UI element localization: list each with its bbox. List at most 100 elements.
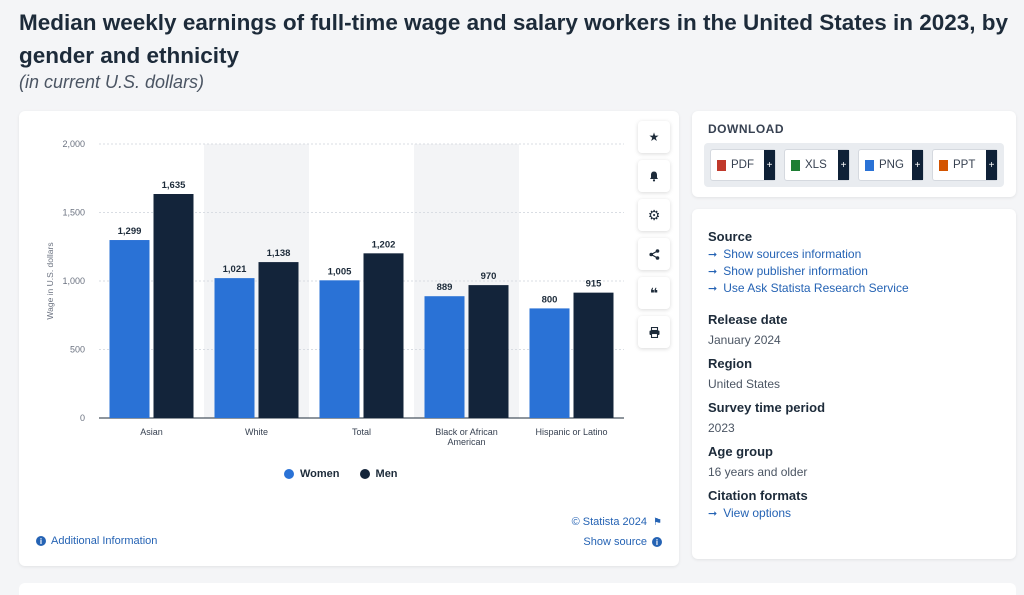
plus-icon: +: [764, 150, 775, 180]
research-service-link[interactable]: ➞ Use Ask Statista Research Service: [708, 281, 1000, 295]
bar-men: [468, 285, 509, 418]
show-publisher-link[interactable]: ➞ Show publisher information: [708, 264, 1000, 278]
chart-legend: Women Men: [284, 468, 398, 480]
print-icon: [649, 326, 659, 338]
bar-women: [319, 280, 360, 418]
download-pdf-button[interactable]: PDF +: [710, 149, 776, 181]
download-pdf-label: PDF: [731, 159, 754, 171]
x-tick-label: American: [447, 437, 485, 447]
y-tick-label: 500: [70, 345, 85, 355]
copyright-link[interactable]: © Statista 2024 ⚑: [572, 516, 662, 528]
x-tick-label: Asian: [140, 427, 163, 437]
citation-formats-heading: Citation formats: [708, 488, 808, 503]
settings-button[interactable]: ⚙: [638, 199, 670, 231]
data-label: 1,138: [267, 248, 291, 259]
plus-icon: +: [912, 150, 923, 180]
data-label: 1,021: [223, 264, 247, 275]
show-source-link[interactable]: Show source i: [583, 536, 662, 548]
download-ppt-button[interactable]: PPT +: [932, 149, 998, 181]
release-date-heading: Release date: [708, 312, 788, 327]
region-heading: Region: [708, 356, 753, 371]
share-button[interactable]: [638, 238, 670, 270]
legend-item-women[interactable]: Women: [284, 468, 340, 480]
legend-swatch-men: [359, 469, 370, 479]
chart-card: 0 500 1,000 1,500 2,000 Wage in U.S. dollars 1…: [19, 111, 679, 566]
download-title: DOWNLOAD: [708, 122, 784, 136]
survey-period-value: 2023: [708, 421, 735, 435]
data-label: 915: [586, 279, 603, 290]
next-section-card: [19, 583, 1016, 595]
star-icon: ★: [648, 130, 660, 144]
data-label: 1,005: [328, 266, 352, 277]
ppt-file-icon: [939, 159, 948, 171]
data-label: 1,202: [372, 239, 396, 250]
download-png-button[interactable]: PNG +: [858, 149, 924, 181]
download-png-label: PNG: [879, 159, 904, 171]
bar-women: [424, 296, 465, 418]
data-label: 889: [437, 282, 453, 293]
xls-file-icon: [791, 159, 800, 171]
bar-men: [573, 292, 614, 418]
survey-period-heading: Survey time period: [708, 400, 826, 415]
data-label: 970: [481, 271, 497, 282]
data-label: 1,299: [118, 226, 142, 237]
y-tick-label: 0: [80, 413, 85, 423]
download-xls-label-group: XLS: [791, 159, 827, 171]
cite-button[interactable]: ❝: [638, 277, 670, 309]
x-tick-label: Hispanic or Latino: [535, 427, 607, 437]
notification-button[interactable]: [638, 160, 670, 192]
bar-men: [153, 194, 194, 418]
bar-women: [214, 278, 255, 418]
source-heading: Source: [708, 229, 753, 244]
additional-info-link[interactable]: i Additional Information: [36, 535, 157, 547]
view-options-link[interactable]: ➞ View options: [708, 506, 1000, 520]
age-group-heading: Age group: [708, 444, 773, 459]
x-tick-label: Black or African: [435, 427, 498, 437]
download-ppt-label: PPT: [953, 159, 976, 171]
legend-item-men[interactable]: Men: [359, 468, 398, 480]
y-tick-label: 1,500: [62, 208, 85, 218]
release-date-value: January 2024: [708, 333, 781, 347]
y-tick-label: 2,000: [62, 139, 85, 149]
download-xls-label: XLS: [805, 159, 827, 171]
bar-chart: 0 500 1,000 1,500 2,000 Wage in U.S. dollars 1…: [45, 139, 624, 447]
view-options-label: View options: [723, 506, 792, 520]
copyright-text: © Statista 2024: [571, 516, 647, 528]
show-sources-label: Show sources information: [723, 247, 862, 261]
page-title: Median weekly earnings of full-time wage…: [19, 10, 1009, 68]
x-tick-label: White: [245, 427, 268, 437]
metadata-panel: Source ➞ Show sources information ➞ Show p…: [692, 209, 1016, 559]
pdf-file-icon: [717, 159, 726, 171]
region-value: United States: [708, 377, 781, 391]
bar-women: [109, 240, 150, 418]
page-subtitle: (in current U.S. dollars): [19, 72, 205, 92]
download-ppt-label-group: PPT: [939, 159, 975, 171]
download-card: DOWNLOAD PDF + XLS + PNG +: [692, 111, 1016, 197]
data-label: 800: [542, 294, 558, 305]
info-icon: i: [652, 537, 662, 547]
age-group-value: 16 years and older: [708, 465, 808, 479]
show-publisher-label: Show publisher information: [723, 264, 868, 278]
plus-icon: +: [838, 150, 849, 180]
print-button[interactable]: [638, 316, 670, 348]
flag-icon: ⚑: [653, 517, 662, 528]
show-source-label: Show source: [583, 536, 647, 548]
favorite-button[interactable]: ★: [638, 121, 670, 153]
legend-label-women: Women: [300, 468, 340, 480]
download-buttons: PDF + XLS + PNG + PPT +: [704, 143, 1004, 187]
bell-icon: [650, 171, 658, 181]
download-png-label-group: PNG: [865, 159, 904, 171]
chart-toolbar: ★ ⚙ ❝: [638, 121, 670, 355]
bar-women: [529, 308, 570, 418]
info-icon: i: [36, 536, 46, 546]
legend-label-men: Men: [375, 468, 398, 480]
png-file-icon: [865, 159, 874, 171]
quote-icon: ❝: [649, 284, 659, 301]
download-xls-button[interactable]: XLS +: [784, 149, 850, 181]
download-pdf-label-group: PDF: [717, 159, 754, 171]
additional-info-label: Additional Information: [51, 535, 158, 547]
research-service-label: Use Ask Statista Research Service: [723, 281, 909, 295]
legend-swatch-women: [284, 469, 294, 479]
arrow-right-icon: ➞: [708, 507, 718, 520]
show-sources-link[interactable]: ➞ Show sources information: [708, 247, 1000, 261]
